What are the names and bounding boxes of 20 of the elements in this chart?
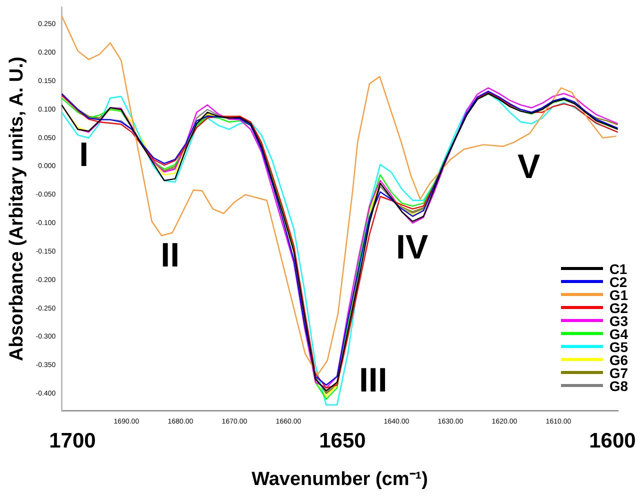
annotation: IV: [396, 228, 428, 267]
annotation: I: [79, 136, 89, 174]
x2-tick-label: 1700: [49, 429, 96, 452]
legend-label: G7: [609, 364, 628, 380]
legend-label: G1: [609, 286, 628, 302]
legend-label: C2: [609, 274, 628, 290]
legend-label: G8: [609, 378, 628, 394]
annotation: II: [160, 236, 180, 275]
annotation: V: [518, 148, 541, 186]
legend-label: G4: [609, 326, 628, 342]
annotation: III: [358, 362, 388, 400]
x2-tick-label: 1650: [319, 429, 366, 452]
x2-tick-label: 1600: [589, 429, 636, 452]
legend-label: G5: [609, 338, 628, 354]
legend-label: C1: [609, 260, 628, 276]
y-axis-title: Absorbance (Arbitary units, A. U.): [6, 56, 28, 362]
legend-label: G6: [609, 352, 628, 368]
x-axis-title: Wavenumber (cm⁻¹): [252, 468, 428, 490]
legend-label: G3: [609, 312, 628, 328]
legend-label: G2: [609, 300, 628, 316]
